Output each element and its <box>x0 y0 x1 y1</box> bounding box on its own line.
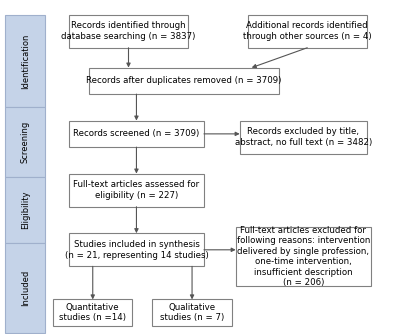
Text: Records screened (n = 3709): Records screened (n = 3709) <box>73 129 200 138</box>
FancyBboxPatch shape <box>69 15 188 48</box>
FancyBboxPatch shape <box>5 243 45 333</box>
Text: Additional records identified
through other sources (n = 4): Additional records identified through ot… <box>243 21 372 41</box>
Text: Records identified through
database searching (n = 3837): Records identified through database sear… <box>61 21 196 41</box>
Text: Studies included in synthesis
(n = 21, representing 14 studies): Studies included in synthesis (n = 21, r… <box>64 240 208 260</box>
FancyBboxPatch shape <box>236 227 371 286</box>
Text: Records after duplicates removed (n = 3709): Records after duplicates removed (n = 37… <box>86 76 282 86</box>
FancyBboxPatch shape <box>240 121 367 154</box>
FancyBboxPatch shape <box>152 300 232 326</box>
FancyBboxPatch shape <box>248 15 367 48</box>
Text: Quantitative
studies (n =14): Quantitative studies (n =14) <box>59 303 126 322</box>
Text: Screening: Screening <box>21 121 30 163</box>
Text: Identification: Identification <box>21 33 30 89</box>
Text: Eligibility: Eligibility <box>21 191 30 229</box>
Text: Included: Included <box>21 270 30 306</box>
Text: Qualitative
studies (n = 7): Qualitative studies (n = 7) <box>160 303 224 322</box>
FancyBboxPatch shape <box>69 174 204 207</box>
FancyBboxPatch shape <box>69 121 204 147</box>
FancyBboxPatch shape <box>5 107 45 177</box>
FancyBboxPatch shape <box>69 233 204 267</box>
FancyBboxPatch shape <box>53 300 132 326</box>
Text: Full-text articles excluded for
following reasons: intervention
delivered by sin: Full-text articles excluded for followin… <box>236 226 370 287</box>
Text: Records excluded by title,
abstract, no full text (n = 3482): Records excluded by title, abstract, no … <box>235 128 372 147</box>
FancyBboxPatch shape <box>89 67 280 94</box>
Text: Full-text articles assessed for
eligibility (n = 227): Full-text articles assessed for eligibil… <box>73 180 200 200</box>
FancyBboxPatch shape <box>5 15 45 107</box>
FancyBboxPatch shape <box>5 177 45 243</box>
